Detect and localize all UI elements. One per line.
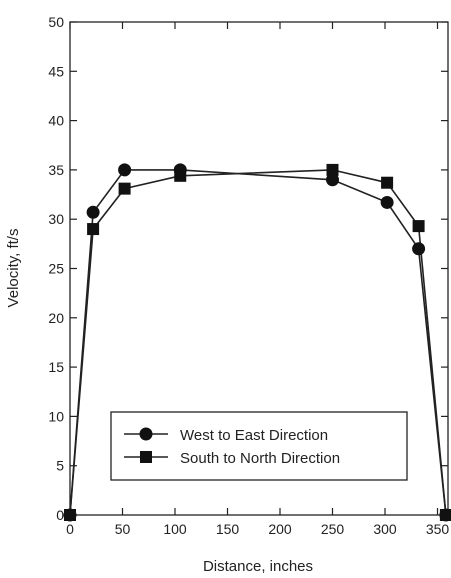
y-axis: 0 5 10 15 20 25 30 35 40 45 50 (48, 14, 448, 523)
y-tick-label: 25 (48, 261, 64, 277)
data-point-circle (326, 173, 339, 187)
legend-marker-square (140, 451, 152, 463)
y-tick-label: 40 (48, 113, 64, 129)
y-tick-label: 0 (56, 507, 64, 523)
x-tick-label: 50 (115, 521, 131, 537)
legend-marker-circle (139, 427, 153, 441)
x-axis: 0 50 100 150 200 250 300 350 (66, 22, 449, 537)
x-tick-label: 100 (163, 521, 187, 537)
data-point-square (412, 220, 425, 233)
data-point-square (381, 176, 394, 189)
legend: West to East Direction South to North Di… (110, 411, 408, 481)
y-tick-label: 45 (48, 63, 64, 79)
y-axis-title: Velocity, ft/s (5, 229, 22, 308)
data-point-circle (412, 242, 426, 256)
x-tick-label: 150 (216, 521, 240, 537)
y-tick-label: 50 (48, 14, 64, 30)
x-tick-label: 250 (321, 521, 345, 537)
legend-label-south-north: South to North Direction (180, 450, 340, 467)
data-point-square (64, 509, 76, 521)
y-tick-label: 10 (48, 408, 64, 424)
data-point-square (87, 223, 100, 236)
legend-label-west-east: West to East Direction (180, 427, 328, 444)
data-point-circle (118, 163, 132, 177)
y-tick-label: 15 (48, 359, 64, 375)
x-tick-label: 0 (66, 521, 74, 537)
x-tick-label: 200 (268, 521, 292, 537)
data-point-square (174, 169, 187, 182)
data-point-circle (86, 205, 100, 219)
x-tick-label: 350 (426, 521, 450, 537)
y-tick-label: 35 (48, 162, 64, 178)
x-axis-title: Distance, inches (203, 558, 313, 575)
x-tick-label: 300 (373, 521, 397, 537)
legend-box (110, 411, 408, 481)
data-point-square (326, 163, 339, 176)
data-point-square (439, 509, 451, 521)
y-tick-label: 20 (48, 310, 64, 326)
data-point-circle (380, 195, 394, 209)
series-line-0 (69, 169, 447, 516)
y-tick-label: 30 (48, 211, 64, 227)
y-tick-label: 5 (56, 458, 64, 474)
series-layer (63, 163, 451, 522)
series-line-1 (69, 169, 447, 516)
data-point-square (118, 182, 131, 195)
